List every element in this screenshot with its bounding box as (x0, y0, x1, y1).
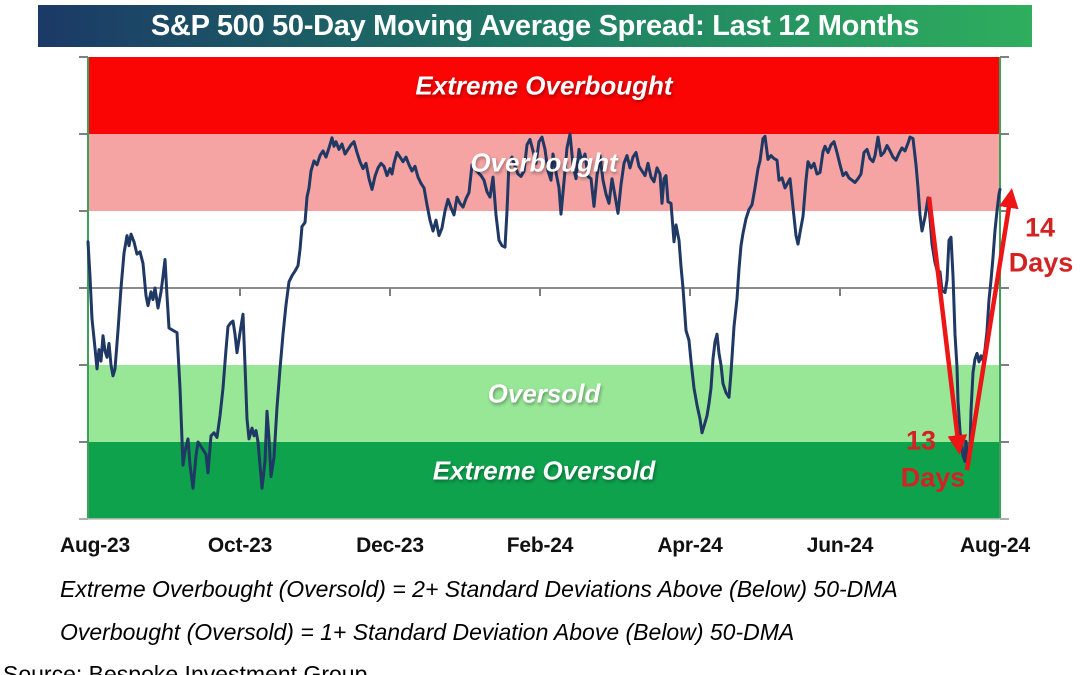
zone-band (88, 442, 1000, 519)
x-axis-label: Aug-24 (960, 534, 1030, 557)
zone-band (88, 57, 1000, 134)
zone-label-extreme-overbought: Extreme Overbought (415, 70, 673, 100)
annotation-label: Days (900, 462, 966, 493)
zone-label-oversold: Oversold (487, 378, 601, 408)
recovery-14-days-arrow (964, 188, 1019, 471)
x-axis-label: Feb-24 (506, 534, 574, 557)
chart-title: S&P 500 50-Day Moving Average Spread: La… (150, 9, 920, 42)
zone-band (88, 365, 1000, 442)
spread-line-series (86, 132, 1002, 490)
zone-label-overbought: Overbought (470, 147, 618, 177)
zone-band (88, 211, 1000, 288)
x-axis-label: Dec-23 (356, 534, 424, 557)
source-credit: Source: Bespoke Investment Group (3, 661, 368, 675)
decline-13-days-arrow (926, 196, 968, 455)
x-axis-label: Apr-24 (657, 534, 723, 557)
annotation-label: 13 (905, 425, 937, 456)
footnote-line-2: Overbought (Oversold) = 1+ Standard Devi… (60, 619, 795, 645)
x-axis-label: Jun-24 (806, 534, 874, 557)
chart-title-bar: S&P 500 50-Day Moving Average Spread: La… (38, 5, 1032, 47)
x-axis-label: Oct-23 (207, 534, 273, 557)
annotation-label: Days (1008, 247, 1074, 278)
zone-label-extreme-oversold: Extreme Oversold (432, 455, 656, 485)
x-axis-label: Aug-23 (60, 534, 130, 557)
footnote-line-1: Extreme Overbought (Oversold) = 2+ Stand… (60, 576, 898, 602)
annotation-label: 14 (1024, 212, 1056, 243)
